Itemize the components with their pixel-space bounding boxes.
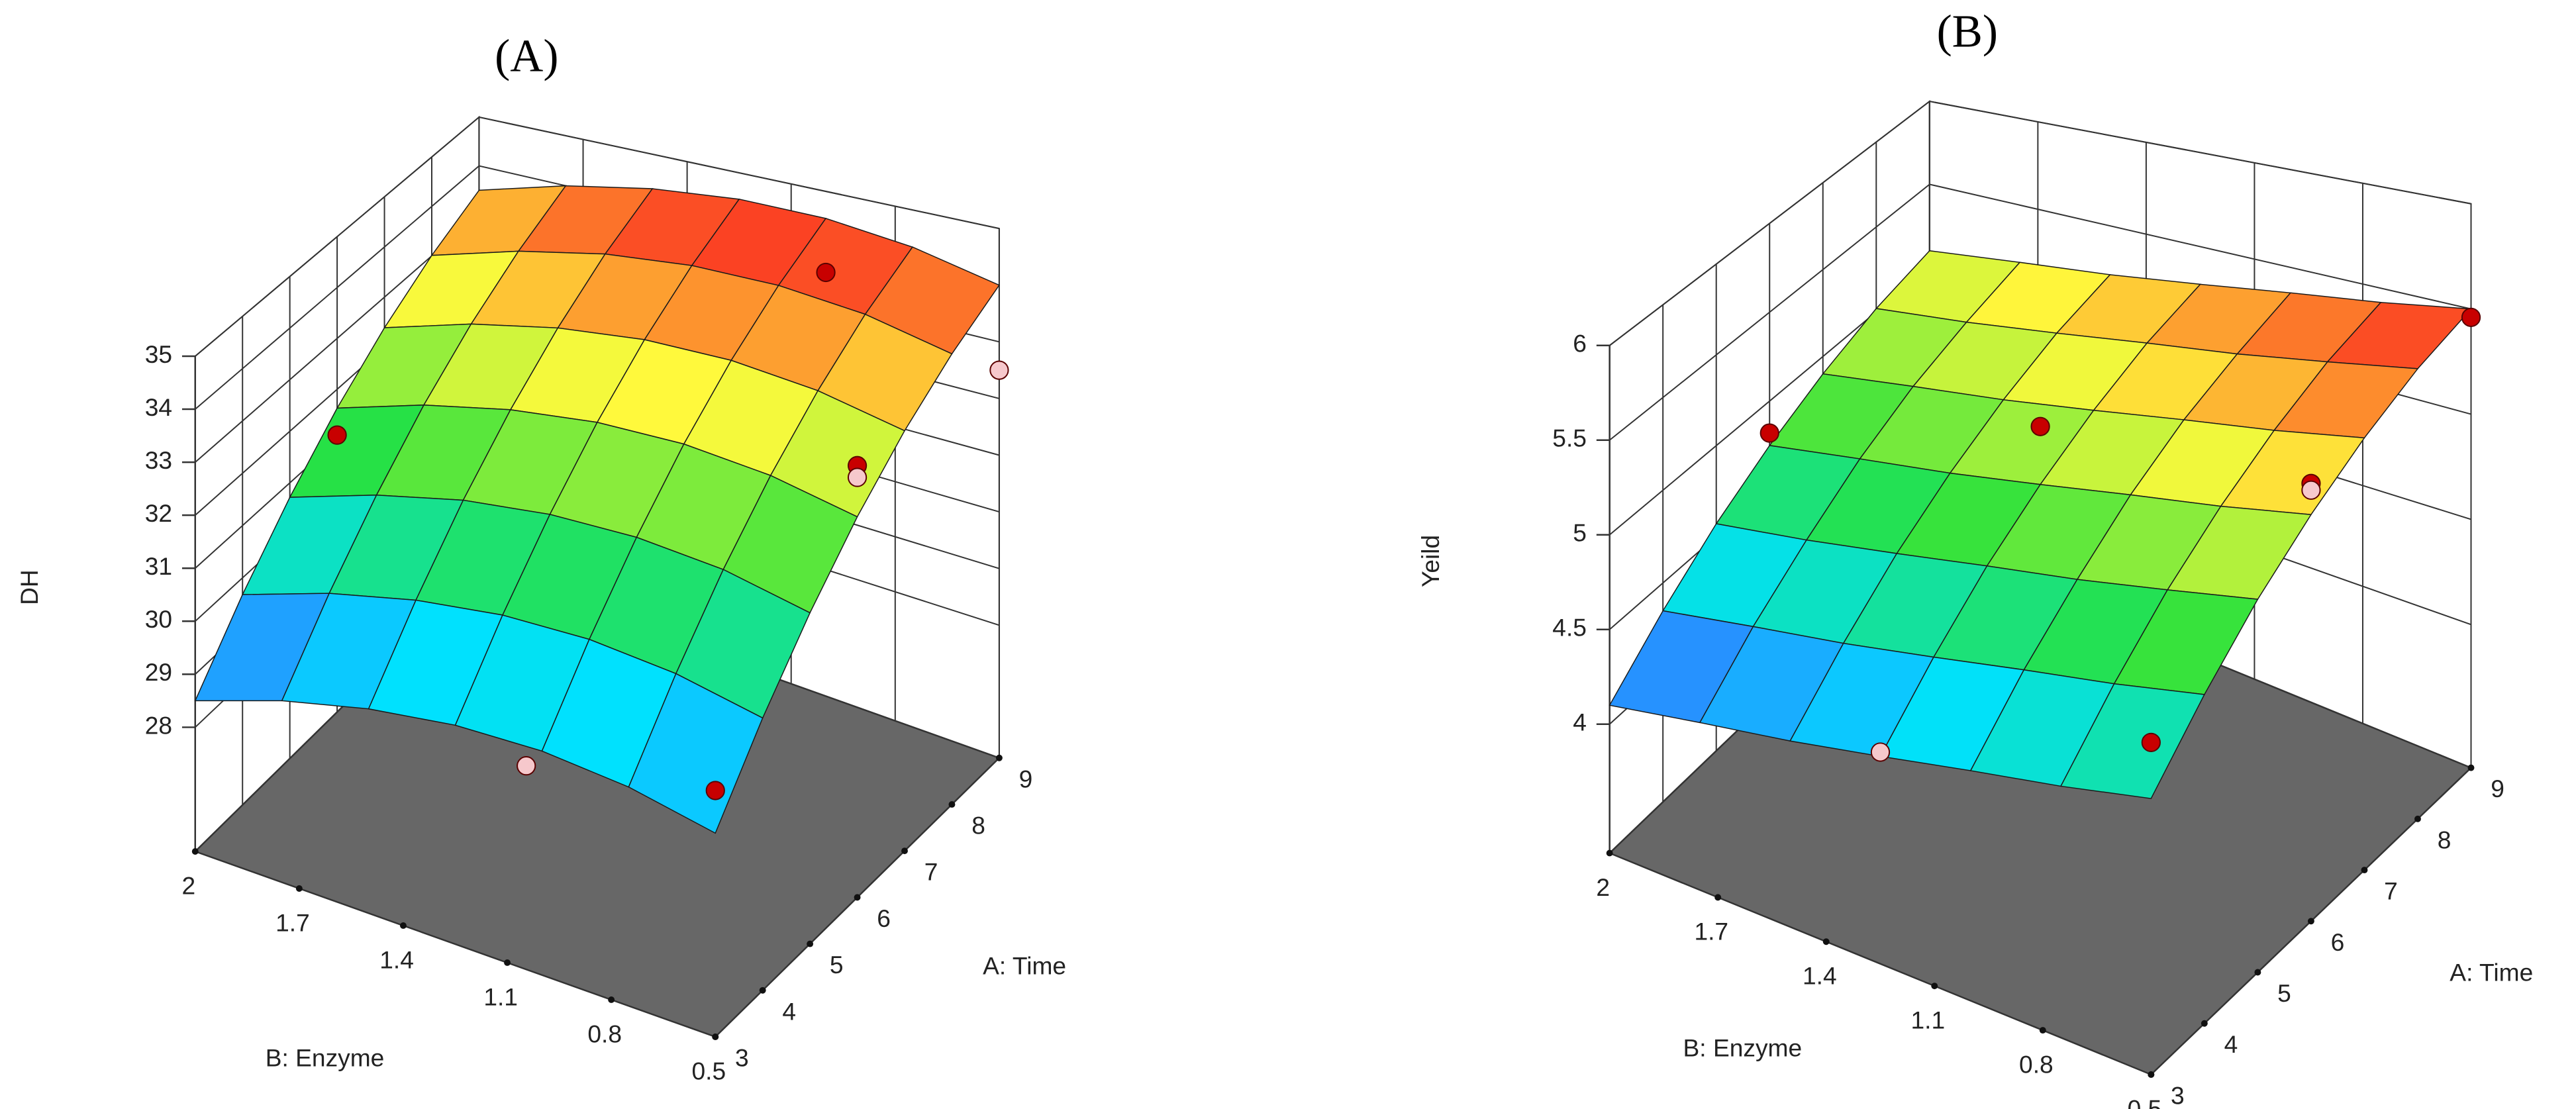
panel-title: (B) [1937,6,1998,57]
y-tick [1606,849,1613,857]
y-tick-label: 1.1 [483,983,518,1010]
panel-title: (A) [495,31,558,82]
design-point [2141,732,2161,752]
z-tick-label: 5.5 [1552,424,1587,452]
x-tick-label: 6 [877,904,891,932]
x-tick-label: 3 [2171,1081,2185,1109]
y-tick [295,885,303,892]
x-tick [995,754,1003,761]
x-tick-label: 9 [1019,765,1033,793]
design-point [327,425,347,445]
design-point [847,467,867,487]
z-tick-label: 32 [145,499,172,527]
y-tick-label: 0.8 [2019,1050,2054,1078]
x-tick [948,800,956,808]
x-tick [2254,969,2261,976]
design-point [2030,416,2050,436]
z-tick-label: 30 [145,605,172,633]
x-tick-label: 9 [2491,775,2504,802]
design-point [1870,742,1891,762]
y-tick-label: 0.5 [2128,1094,2162,1109]
x-tick [807,940,814,947]
z-tick-label: 33 [145,446,172,474]
z-axis-title: Yeild [1416,535,1444,587]
y-tick [191,848,199,855]
y-tick-label: 1.4 [379,945,414,973]
y-tick-label: 2 [182,871,196,899]
design-point [705,781,725,800]
x-tick-label: 6 [2331,928,2345,956]
y-tick-label: 1.7 [1694,918,1728,945]
z-tick-label: 31 [145,552,172,580]
design-point [1759,423,1779,443]
z-tick-label: 29 [145,658,172,686]
z-tick-label: 4 [1573,708,1587,736]
y-tick [504,959,511,966]
x-tick-label: 4 [2224,1030,2238,1058]
surface-chart: 282930313233343534567890.50.81.11.41.72(… [15,31,1066,1085]
x-axis-title: A: Time [983,952,1066,980]
y-tick [1931,983,1938,990]
y-tick-label: 1.7 [275,908,310,936]
y-tick [608,996,615,1003]
x-tick [2414,815,2421,822]
x-tick-label: 8 [971,811,985,839]
y-tick [2148,1071,2155,1078]
z-tick-label: 5 [1573,519,1587,547]
design-point [816,262,836,283]
design-point [2461,307,2481,327]
y-tick [1822,938,1830,945]
design-point [989,360,1009,380]
z-tick-label: 34 [145,393,172,421]
y-axis-title: B: Enzyme [1683,1034,1803,1062]
surface-chart: 4 4.5 5 5.5 6 3 4 5 6 7 8 9 0.5 0.8 1.1 1.4 1.7 2 (B) Yeild… [1416,6,2533,1109]
y-tick-label: 0.8 [587,1020,622,1047]
z-tick-label: 4.5 [1552,614,1587,642]
y-tick-label: 0.5 [692,1057,726,1085]
x-tick-label: 5 [2277,979,2291,1007]
x-tick [854,894,861,901]
design-point [517,756,536,776]
x-tick-label: 4 [782,997,796,1025]
x-tick-label: 7 [2384,877,2398,905]
x-tick [901,847,908,855]
x-axis-title: A: Time [2450,959,2533,987]
y-axis-title: B: Enzyme [266,1043,385,1071]
surface-cell [2059,683,2206,799]
x-tick [2361,867,2368,874]
surface-cell [628,673,764,834]
y-tick-label: 2 [1596,873,1610,901]
x-tick-label: 8 [2438,826,2452,853]
design-point [2301,480,2321,500]
y-tick [1714,894,1722,901]
z-tick-label: 35 [145,340,172,368]
x-tick [2467,764,2475,771]
x-tick [759,987,766,994]
x-tick [2307,918,2314,925]
y-tick [712,1034,719,1040]
z-tick-label: 28 [145,711,172,739]
y-tick-label: 1.1 [1911,1006,1946,1034]
x-tick-label: 3 [735,1043,749,1071]
z-axis-title: DH [15,569,43,605]
x-tick-label: 5 [830,951,844,979]
x-tick-label: 7 [924,858,938,886]
z-tick-label: 6 [1573,330,1587,358]
y-tick-label: 1.4 [1803,962,1837,990]
x-tick [2201,1020,2208,1027]
y-tick [2039,1027,2046,1034]
y-tick [400,922,407,929]
